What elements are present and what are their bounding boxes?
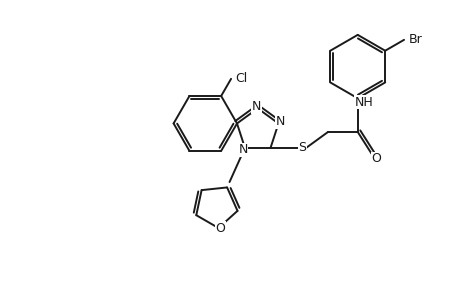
Text: Cl: Cl [235,72,246,85]
Text: Br: Br [408,33,422,46]
Text: S: S [297,141,306,154]
Text: N: N [275,115,285,128]
Text: O: O [371,152,381,165]
Text: N: N [238,143,247,156]
Text: O: O [215,221,225,235]
Text: N: N [252,100,261,113]
Text: NH: NH [353,96,372,109]
